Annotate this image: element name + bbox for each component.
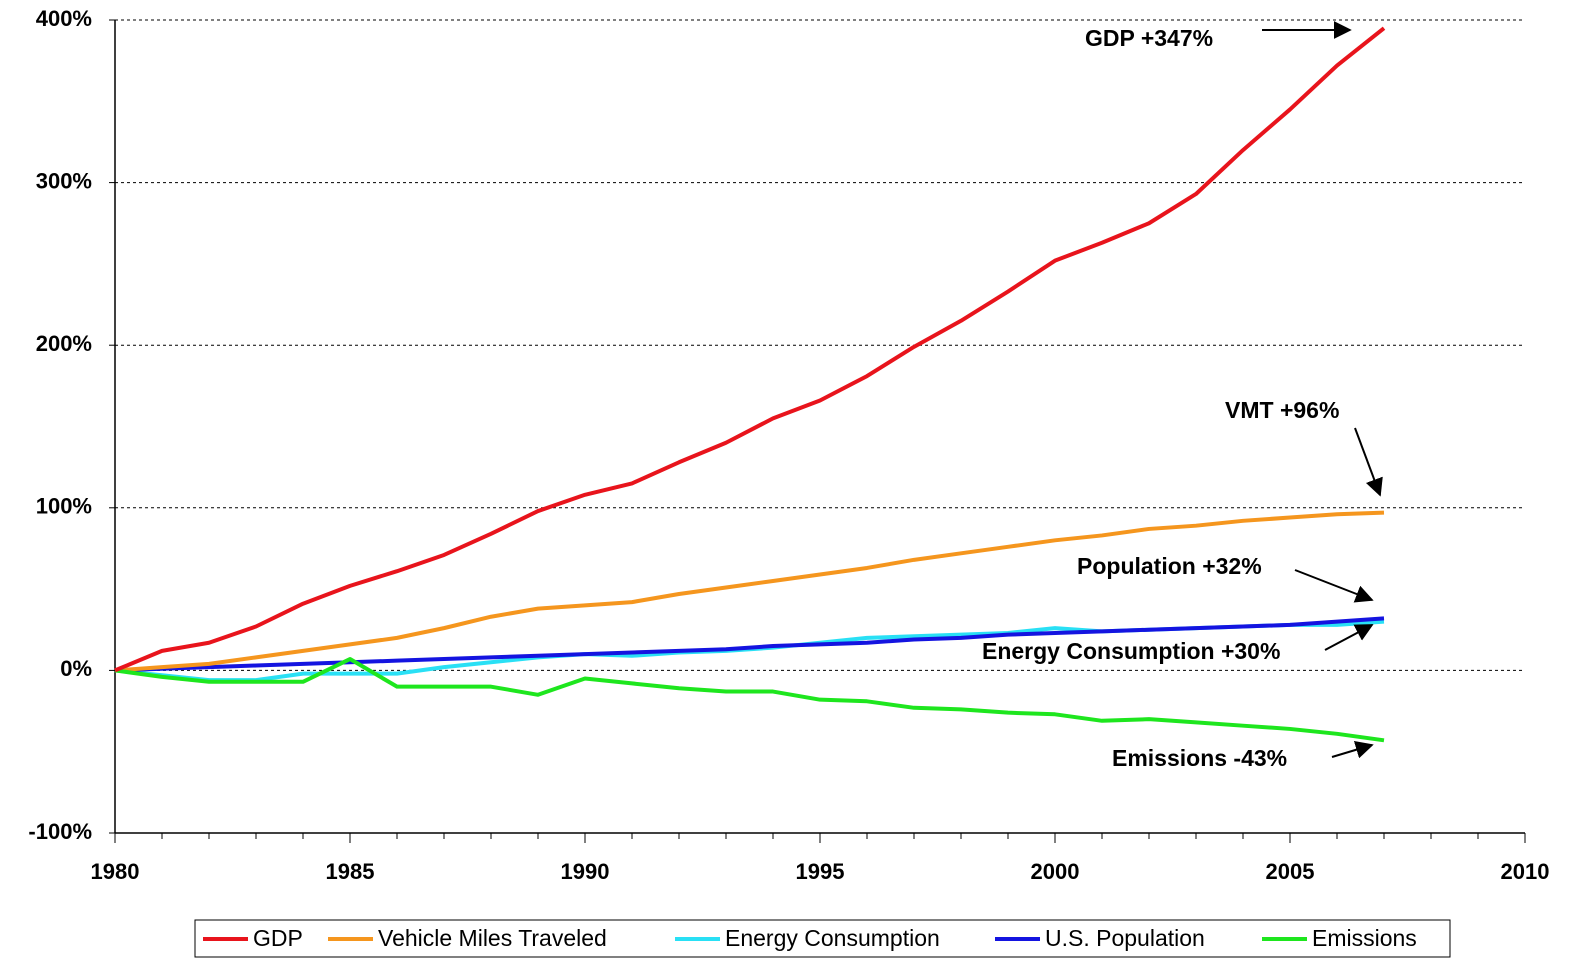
x-tick-label: 1990: [561, 859, 610, 884]
legend-box: [194, 919, 1451, 958]
annotation-arrow: [1324, 624, 1374, 651]
annotation: Emissions -43%: [1112, 745, 1287, 771]
annotation: Population +32%: [1077, 553, 1262, 579]
series-line: [114, 26, 1386, 673]
annotation-arrow: [1354, 427, 1383, 497]
series-line: [114, 616, 1385, 673]
y-tick-label: 200%: [36, 331, 92, 356]
x-tick-label: 1980: [91, 859, 140, 884]
legend-label: GDP: [253, 925, 303, 951]
y-tick-label: 400%: [36, 6, 92, 31]
annotation-arrow: [1331, 741, 1374, 759]
annotation: Energy Consumption +30%: [982, 638, 1280, 664]
x-tick-label: 1995: [796, 859, 845, 884]
annotation: VMT +96%: [1225, 397, 1339, 423]
annotation-arrow: [1294, 569, 1374, 603]
x-tick-label: 2000: [1031, 859, 1080, 884]
legend-label: Vehicle Miles Traveled: [378, 925, 607, 951]
x-tick-label: 1985: [326, 859, 375, 884]
y-tick-label: 100%: [36, 494, 92, 519]
annotation: GDP +347%: [1085, 25, 1213, 51]
y-tick-label: -100%: [28, 819, 92, 844]
legend-label: Energy Consumption: [725, 925, 940, 951]
series-line: [114, 657, 1385, 743]
y-tick-label: 0%: [60, 656, 92, 681]
legend-label: Emissions: [1312, 925, 1417, 951]
x-tick-label: 2005: [1266, 859, 1315, 884]
legend-label: U.S. Population: [1045, 925, 1205, 951]
x-tick-label: 2010: [1501, 859, 1550, 884]
y-tick-label: 300%: [36, 168, 92, 193]
series-line: [114, 510, 1385, 673]
